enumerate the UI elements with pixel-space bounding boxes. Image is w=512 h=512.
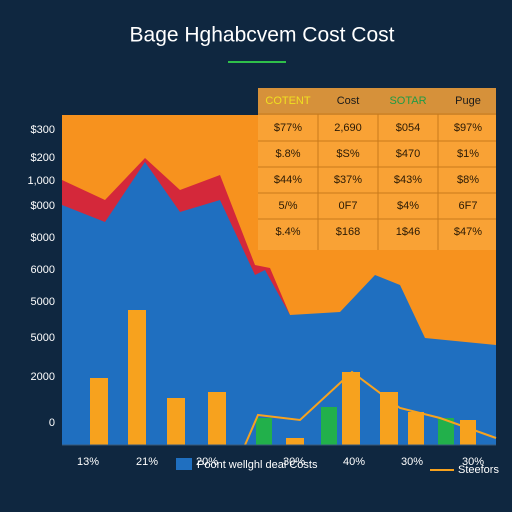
bar [128,310,146,445]
x-axis-label: 20% [196,456,218,468]
bar [438,418,454,445]
bar [208,392,226,445]
table-cell: 1$46 [396,226,420,238]
bars [90,310,476,445]
bar [380,392,398,445]
table-background [258,88,496,250]
table-cell: $.8% [275,148,300,160]
table: COTENT Cost SOTAR Puge $77% 2,690 $054 $97% $.8%… [258,95,496,250]
table-cell: 2,690 [334,122,362,134]
y-axis-label: 5000 [31,332,55,344]
legend-swatch [176,458,192,470]
chart-title: Bage Hghabcvem Cost Cost [130,24,395,47]
table-cell: $S% [336,148,359,160]
bar [90,378,108,445]
table-header: Puge [455,95,481,107]
table-cell: $44% [274,174,302,186]
table-cell: $4% [397,200,419,212]
table-cell: 5/% [279,200,298,212]
table-cell: $97% [454,122,482,134]
table-cell: $43% [394,174,422,186]
x-axis-label: 40% [343,456,365,468]
bar [342,372,360,445]
table-header: COTENT [265,95,311,107]
legend-label: Steefors [458,464,499,476]
x-axis-label: 30% [462,456,484,468]
table-cell: $168 [336,226,360,238]
table-cell: 0F7 [339,200,358,212]
table-cell: $054 [396,122,420,134]
table-cell: $8% [457,174,479,186]
y-axis-label: 1,000 [27,175,55,187]
table-cell: $37% [334,174,362,186]
line [244,370,497,446]
bar [408,412,424,445]
x-axis-label: 30% [283,456,305,468]
table-cell: $1% [457,148,479,160]
table-cell: $77% [274,122,302,134]
table-cell: $.4% [275,226,300,238]
y-axis-labels: $300 $200 1,000 $000 $000 6000 5000 5000 2000 0 [27,124,55,429]
y-axis-label: $000 [31,200,55,212]
y-axis-label: $000 [31,232,55,244]
bar [321,407,337,445]
bar [286,438,304,445]
table-cell: $47% [454,226,482,238]
y-axis-label: $200 [31,152,55,164]
legend-label: Poont wellghl deal Costs [197,459,318,471]
bar [167,398,185,445]
table-header: SOTAR [389,95,426,107]
x-axis-labels: 13% 21% 20% 30% 40% 30% 30% [77,456,484,468]
y-axis-label: 2000 [31,371,55,383]
y-axis-label: 6000 [31,264,55,276]
green-bars [256,407,454,445]
y-axis-label: $300 [31,124,55,136]
blue-area [62,162,496,445]
table-cell: 6F7 [459,200,478,212]
x-axis-label: 30% [401,456,423,468]
x-axis-label: 21% [136,456,158,468]
y-axis-label: 0 [49,417,55,429]
bar [460,420,476,445]
y-axis-label: 5000 [31,296,55,308]
table-header: Cost [337,95,360,107]
bar [256,418,272,445]
x-axis-label: 13% [77,456,99,468]
table-cell: $470 [396,148,420,160]
